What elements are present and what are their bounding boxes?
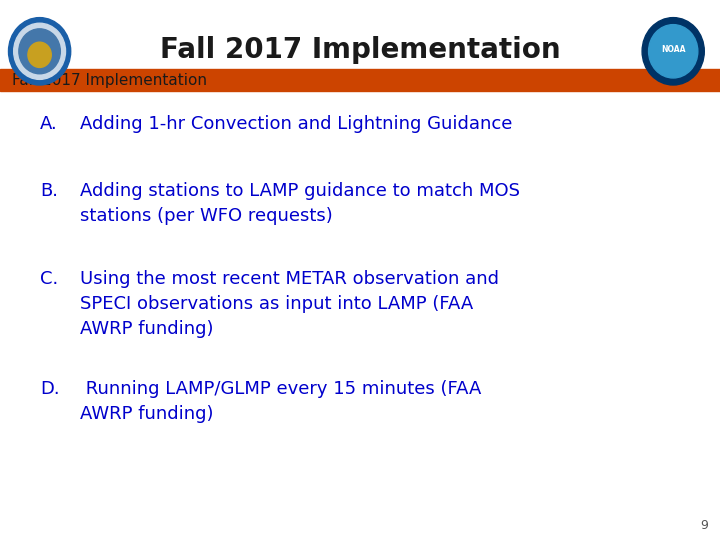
Bar	[0, 69, 720, 91]
Text: D.: D.	[40, 380, 60, 398]
Circle shape	[14, 23, 66, 79]
Circle shape	[28, 42, 51, 68]
Text: Running LAMP/GLMP every 15 minutes (FAA
AWRP funding): Running LAMP/GLMP every 15 minutes (FAA …	[80, 380, 482, 423]
Circle shape	[19, 29, 60, 74]
Text: Adding stations to LAMP guidance to match MOS
stations (per WFO requests): Adding stations to LAMP guidance to matc…	[80, 182, 520, 225]
Text: Using the most recent METAR observation and
SPECI observations as input into LAM: Using the most recent METAR observation …	[80, 270, 499, 338]
Text: 9: 9	[700, 519, 708, 532]
Text: Adding 1-hr Convection and Lightning Guidance: Adding 1-hr Convection and Lightning Gui…	[80, 115, 513, 133]
Text: Fall 2017 Implementation: Fall 2017 Implementation	[160, 36, 560, 64]
Circle shape	[649, 25, 698, 78]
Text: B.: B.	[40, 182, 58, 200]
Text: NOAA: NOAA	[661, 45, 685, 55]
Circle shape	[642, 18, 704, 85]
Text: A.: A.	[40, 115, 58, 133]
Text: Fall 2017 Implementation: Fall 2017 Implementation	[12, 72, 207, 87]
Circle shape	[9, 18, 71, 85]
Text: C.: C.	[40, 270, 58, 288]
